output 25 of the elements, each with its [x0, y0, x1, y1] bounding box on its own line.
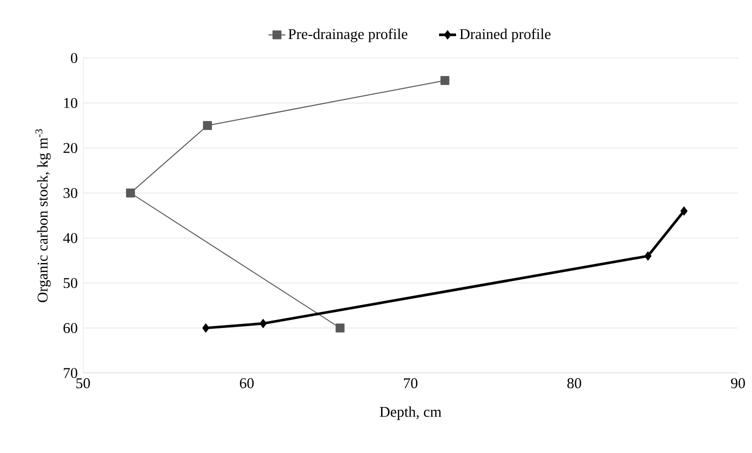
y-tick-label: 70: [64, 368, 78, 378]
y-tick-label: 30: [64, 188, 78, 198]
point: [440, 76, 450, 85]
x-tick-label: 90: [731, 378, 745, 388]
x-axis-title: Depth, cm: [380, 406, 442, 420]
y-tick-label: 50: [64, 278, 78, 288]
point: [680, 206, 688, 216]
y-tick-label: 40: [63, 232, 78, 244]
legend-label: Pre-drainage profile: [288, 28, 408, 42]
x-tick-label: 60: [240, 378, 254, 388]
point: [203, 121, 212, 130]
legend-label: Drained profile: [460, 28, 551, 42]
y-axis-title: Organic carbon stock, kg m$^{-3}$: [35, 129, 51, 302]
point: [644, 251, 652, 261]
point: [260, 318, 267, 328]
point: [202, 323, 210, 333]
y-tick-label: 0: [70, 52, 78, 64]
x-tick-label: 50: [76, 378, 90, 388]
y-tick-label: 20: [64, 142, 78, 154]
x-tick-label: 70: [404, 378, 418, 388]
x-tick-label: 80: [567, 378, 582, 388]
y-tick-label: 10: [64, 98, 78, 108]
point: [336, 324, 345, 332]
point: [126, 188, 135, 198]
y-tick-label: 60: [64, 322, 78, 334]
